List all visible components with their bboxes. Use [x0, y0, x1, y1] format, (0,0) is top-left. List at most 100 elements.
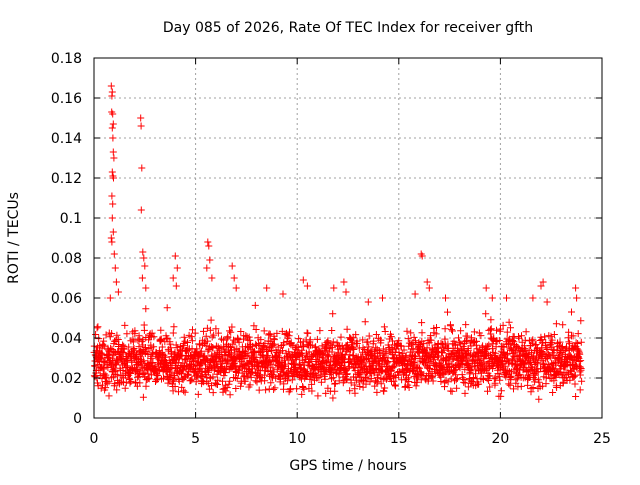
data-point — [298, 390, 306, 398]
data-point-outlier — [364, 298, 372, 306]
data-point — [131, 327, 139, 335]
data-point — [323, 352, 331, 360]
data-point — [273, 329, 281, 337]
data-point — [266, 330, 274, 338]
data-point-outlier — [418, 252, 426, 260]
data-point-outlier — [141, 262, 149, 270]
data-point — [264, 348, 272, 355]
data-point — [412, 382, 420, 390]
data-point — [429, 377, 437, 385]
data-point — [381, 328, 389, 335]
data-point — [351, 381, 359, 389]
data-point — [184, 370, 192, 378]
data-point — [202, 332, 210, 340]
data-point — [379, 367, 387, 375]
data-point — [157, 326, 165, 334]
data-point — [246, 336, 254, 344]
data-point — [372, 331, 380, 338]
data-point — [448, 326, 456, 334]
data-point — [553, 346, 561, 354]
data-point — [410, 333, 418, 341]
data-point — [317, 378, 325, 386]
data-point — [103, 379, 111, 387]
data-point-outlier — [107, 82, 115, 90]
data-point — [197, 372, 205, 380]
data-point — [263, 362, 271, 370]
data-point — [574, 330, 582, 338]
data-point — [296, 360, 304, 368]
data-point — [361, 359, 369, 367]
data-point — [462, 356, 470, 364]
data-point — [371, 382, 379, 390]
y-tick-label: 0.18 — [51, 51, 82, 67]
data-point-outlier — [137, 206, 145, 214]
data-point — [355, 378, 363, 386]
data-point — [316, 327, 324, 335]
data-point — [525, 359, 533, 367]
data-point — [455, 338, 463, 346]
data-point — [106, 333, 114, 341]
data-point — [569, 332, 577, 340]
data-point — [546, 353, 554, 361]
data-point — [207, 363, 215, 371]
data-point-outlier — [138, 164, 146, 172]
data-point — [524, 381, 532, 389]
data-point — [92, 331, 100, 338]
data-point — [567, 353, 575, 361]
data-point — [308, 380, 316, 388]
data-point — [506, 381, 514, 389]
data-point — [267, 360, 275, 368]
data-point — [350, 346, 358, 353]
data-point — [147, 371, 155, 379]
data-point-outlier — [139, 248, 147, 256]
data-point — [274, 343, 282, 351]
data-point — [453, 384, 461, 392]
data-point — [575, 347, 583, 355]
data-point — [364, 338, 372, 346]
data-point — [269, 364, 277, 372]
data-point — [280, 380, 288, 388]
data-point-outlier — [110, 250, 118, 258]
data-point — [565, 328, 573, 336]
data-point — [270, 386, 278, 393]
data-point — [322, 389, 330, 397]
data-point — [136, 379, 144, 387]
data-point — [125, 343, 133, 351]
data-point — [337, 333, 345, 341]
data-point — [180, 387, 188, 395]
y-axis-label: ROTI / TECUs — [6, 192, 22, 284]
data-point-outlier — [114, 288, 122, 296]
data-point — [323, 344, 331, 352]
data-point — [304, 329, 312, 337]
data-point — [453, 375, 461, 382]
data-point — [485, 341, 493, 349]
data-point-outlier — [228, 262, 236, 270]
data-point — [484, 342, 492, 350]
data-point — [473, 337, 480, 345]
data-point-outlier — [106, 294, 114, 302]
data-point — [365, 343, 373, 351]
data-point-outlier — [342, 288, 350, 296]
data-point — [540, 359, 548, 367]
data-point — [138, 349, 146, 357]
data-point — [387, 333, 395, 341]
data-point — [529, 336, 537, 344]
data-point — [214, 329, 222, 337]
data-point — [576, 363, 584, 371]
data-point — [443, 356, 451, 364]
data-point — [316, 371, 324, 379]
data-point — [440, 365, 448, 373]
data-point-outlier — [423, 278, 431, 286]
data-point — [241, 377, 249, 385]
data-point-outlier — [488, 294, 496, 302]
data-point — [94, 323, 102, 331]
data-point-outlier — [111, 264, 119, 272]
data-point — [102, 384, 110, 392]
data-point — [408, 345, 416, 353]
data-point — [246, 381, 254, 389]
data-point-outlier — [340, 278, 348, 286]
data-point — [494, 370, 502, 378]
data-point — [171, 383, 179, 390]
data-point — [206, 326, 214, 334]
